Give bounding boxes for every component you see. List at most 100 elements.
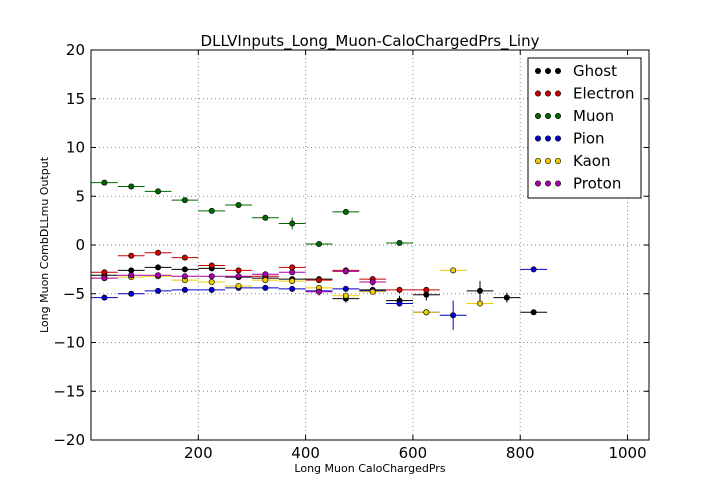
data-point xyxy=(235,202,242,209)
x-tick-label: 400 xyxy=(291,444,320,462)
legend-marker xyxy=(544,113,551,120)
data-point xyxy=(476,287,483,294)
data-point xyxy=(208,279,215,286)
data-point xyxy=(208,207,215,214)
legend-marker xyxy=(544,135,551,142)
x-tick-label: 800 xyxy=(506,444,535,462)
data-point xyxy=(289,278,296,285)
legend-marker xyxy=(534,113,541,120)
data-points xyxy=(101,179,537,319)
legend-marker xyxy=(544,68,551,75)
data-point xyxy=(101,269,108,276)
data-point xyxy=(289,269,296,276)
data-point xyxy=(476,300,483,307)
legend-marker xyxy=(554,158,561,165)
data-point xyxy=(423,309,430,316)
data-point xyxy=(181,266,188,273)
data-point xyxy=(450,312,457,319)
legend-box xyxy=(527,57,642,199)
data-point xyxy=(262,277,269,284)
data-point xyxy=(208,273,215,280)
y-tick-label: −10 xyxy=(53,334,85,352)
data-point xyxy=(181,254,188,261)
data-point xyxy=(155,272,162,279)
data-point xyxy=(235,267,242,274)
data-point xyxy=(208,286,215,293)
data-point xyxy=(101,179,108,186)
data-point xyxy=(262,271,269,278)
data-point xyxy=(181,286,188,293)
data-point xyxy=(396,240,403,247)
data-point xyxy=(396,286,403,293)
legend-entry: Electron xyxy=(573,85,635,103)
y-tick-label: 10 xyxy=(66,139,85,157)
legend-marker xyxy=(554,90,561,97)
y-tick-label: 15 xyxy=(66,90,85,108)
data-point xyxy=(289,285,296,292)
x-tick-label: 600 xyxy=(399,444,428,462)
data-point xyxy=(181,197,188,204)
legend-marker xyxy=(544,158,551,165)
y-tick-label: −20 xyxy=(53,431,85,449)
legend-marker xyxy=(554,68,561,75)
data-point xyxy=(128,272,135,279)
y-tick-label: 20 xyxy=(66,41,85,59)
legend-marker xyxy=(544,180,551,187)
data-point xyxy=(316,241,323,248)
legend-entry: Ghost xyxy=(573,62,617,80)
data-point xyxy=(128,290,135,297)
data-point xyxy=(369,279,376,286)
data-point xyxy=(155,249,162,256)
legend-marker xyxy=(534,158,541,165)
axis-ticks: 200 400 600 800 1000 −20 −15 −10 −5 0 5 10 15 20 xyxy=(53,41,649,462)
x-tick-label: 200 xyxy=(184,444,213,462)
data-point xyxy=(423,286,430,293)
data-point xyxy=(101,275,108,282)
y-tick-label: −15 xyxy=(53,382,85,400)
data-point xyxy=(155,287,162,294)
data-point xyxy=(289,220,296,227)
x-tick-label: 1000 xyxy=(608,444,646,462)
data-point xyxy=(342,208,349,215)
data-point xyxy=(316,288,323,295)
data-point xyxy=(262,284,269,291)
data-point xyxy=(450,267,457,274)
data-point xyxy=(316,277,323,284)
data-point xyxy=(235,273,242,280)
chart-title: DLLVInputs_Long_Muon-CaloChargedPrs_Liny xyxy=(201,32,540,51)
data-point xyxy=(208,262,215,269)
x-axis-label: Long Muon CaloChargedPrs xyxy=(294,462,445,475)
data-point xyxy=(128,183,135,190)
data-point xyxy=(530,309,537,316)
data-point xyxy=(503,294,510,301)
data-point xyxy=(262,214,269,221)
legend-entry: Proton xyxy=(573,175,621,193)
data-point xyxy=(342,285,349,292)
data-point xyxy=(235,282,242,289)
data-point xyxy=(396,300,403,307)
legend-marker xyxy=(554,135,561,142)
data-point xyxy=(342,268,349,275)
legend-marker xyxy=(534,90,541,97)
legend: Ghost Electron Muon Pion Kaon Proton xyxy=(527,57,642,199)
legend-marker xyxy=(534,180,541,187)
legend-marker xyxy=(554,180,561,187)
legend-marker xyxy=(554,113,561,120)
data-point xyxy=(155,264,162,271)
legend-entry: Kaon xyxy=(573,152,610,170)
y-tick-label: 5 xyxy=(75,187,85,205)
y-axis-label: Long Muon CombDLLmu Output xyxy=(38,156,51,333)
data-point xyxy=(181,273,188,280)
data-point xyxy=(369,288,376,295)
legend-marker xyxy=(544,90,551,97)
data-point xyxy=(155,188,162,195)
legend-entry: Muon xyxy=(573,107,614,125)
data-point xyxy=(342,292,349,299)
y-tick-label: −5 xyxy=(63,285,85,303)
data-point xyxy=(128,252,135,259)
legend-entry: Pion xyxy=(573,130,605,148)
y-tick-label: 0 xyxy=(75,236,85,254)
legend-marker xyxy=(534,135,541,142)
legend-marker xyxy=(534,68,541,75)
